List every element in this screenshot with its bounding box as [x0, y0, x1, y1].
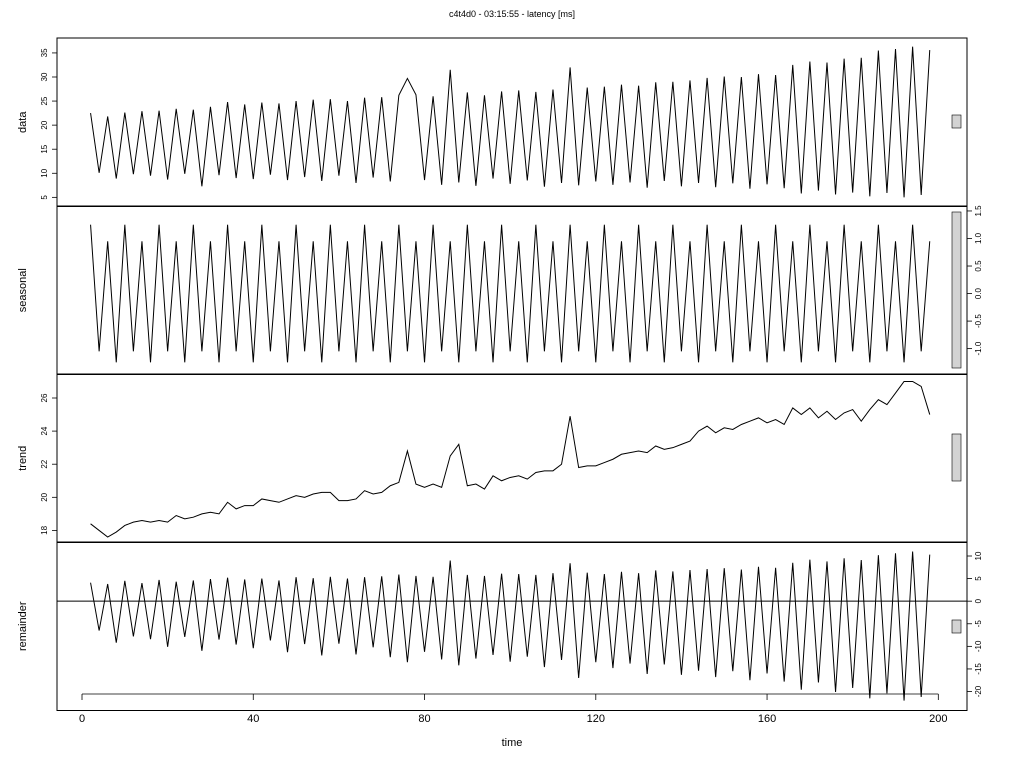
- y-tick-label: 22: [40, 459, 49, 468]
- x-tick-label: 80: [418, 713, 430, 725]
- x-tick-label: 160: [758, 713, 776, 725]
- y-tick-label: -20: [974, 685, 983, 697]
- y-tick-label: 26: [40, 393, 49, 402]
- y-tick-label: 0.0: [974, 287, 983, 299]
- series-line: [90, 551, 931, 701]
- y-tick-label: -5: [974, 620, 983, 628]
- y-tick-label: 1.0: [974, 232, 983, 244]
- chart-title: c4t4d0 - 03:15:55 - latency [ms]: [449, 9, 575, 19]
- range-bar: [951, 619, 962, 634]
- y-tick-label: 25: [40, 96, 49, 105]
- y-tick-label: 0.5: [974, 260, 983, 272]
- x-axis-label: time: [502, 737, 523, 749]
- y-tick-label: -10: [974, 640, 983, 652]
- series-line: [90, 224, 931, 363]
- y-tick-label: 20: [40, 492, 49, 501]
- series-line: [90, 46, 931, 198]
- y-tick-label: 35: [40, 48, 49, 57]
- panel-label: trend: [17, 446, 29, 471]
- panel-label: remainder: [17, 601, 29, 651]
- y-tick-label: -1.0: [974, 341, 983, 355]
- y-tick-label: 5: [974, 576, 983, 581]
- y-tick-label: 0: [974, 598, 983, 603]
- x-tick-label: 40: [247, 713, 259, 725]
- y-tick-label: 10: [40, 168, 49, 177]
- panel-label: data: [17, 111, 29, 133]
- panel-label: seasonal: [17, 268, 29, 312]
- series-line: [90, 380, 931, 538]
- y-tick-label: -15: [974, 663, 983, 675]
- y-tick-label: 20: [40, 120, 49, 129]
- range-bar: [951, 211, 962, 369]
- x-tick-label: 200: [929, 713, 947, 725]
- y-tick-label: -0.5: [974, 314, 983, 328]
- y-tick-label: 15: [40, 144, 49, 153]
- range-bar: [951, 433, 962, 482]
- y-tick-label: 18: [40, 525, 49, 534]
- x-tick-label: 120: [587, 713, 605, 725]
- y-tick-label: 1.5: [974, 205, 983, 217]
- panel-frame: [56, 541, 968, 711]
- y-tick-label: 30: [40, 72, 49, 81]
- y-tick-label: 10: [974, 551, 983, 560]
- x-tick-label: 0: [79, 713, 85, 725]
- range-bar: [951, 114, 962, 129]
- y-tick-label: 5: [40, 195, 49, 200]
- y-tick-label: 24: [40, 426, 49, 435]
